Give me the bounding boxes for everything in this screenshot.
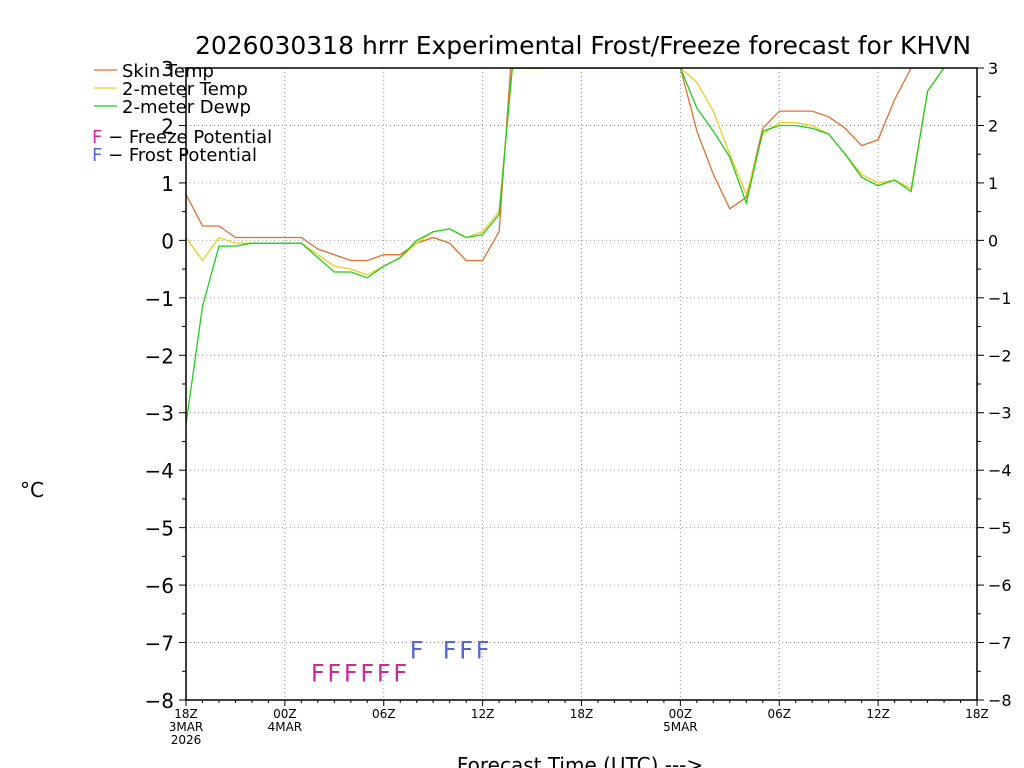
legend-label: 2-meter Temp	[122, 79, 248, 100]
frost-potential-marker: F	[443, 636, 457, 664]
x-tick-label: 12Z	[471, 707, 495, 721]
x-tick-label: 06Z	[768, 707, 792, 721]
series-line-2-meter-dewp	[186, 68, 945, 425]
y-tick-label: −3	[145, 402, 174, 426]
y-tick-label: 0	[161, 229, 174, 253]
grid-lines	[186, 68, 977, 700]
potential-legend-letter: F	[92, 145, 102, 166]
freeze-potential-marker: F	[393, 659, 407, 687]
y-tick-label: −7	[145, 632, 174, 656]
y-tick-label-right: −3	[988, 404, 1012, 423]
series-line-skin-temp	[186, 68, 944, 262]
y-tick-label-right: 1	[988, 174, 998, 193]
frost-potential-marker: F	[459, 636, 473, 664]
y-tick-label: −1	[145, 287, 174, 311]
y-tick-label-right: −5	[988, 519, 1012, 538]
potential-markers: F F F F F FF F F F	[311, 636, 490, 687]
chart-title: 2026030318 hrrr Experimental Frost/Freez…	[195, 31, 971, 60]
y-tick-label: 2	[161, 114, 174, 138]
potential-legend-label: F − Frost Potential	[92, 145, 257, 166]
y-tick-label: −2	[145, 344, 174, 368]
x-tick-label: 18Z	[174, 707, 198, 721]
y-tick-label: 1	[161, 172, 174, 196]
freeze-potential-marker: F	[377, 659, 391, 687]
y-tick-label: −4	[145, 459, 174, 483]
y-tick-label-right: −8	[988, 691, 1012, 710]
legend-label: Skin Temp	[122, 61, 214, 82]
y-tick-label-right: 0	[988, 231, 998, 250]
x-tick-label: 00Z	[669, 707, 693, 721]
y-tick-label-right: 3	[988, 59, 998, 78]
potential-legend-label: F − Freeze Potential	[92, 127, 272, 148]
freeze-potential-marker: F	[360, 659, 374, 687]
potential-legend-text: − Frost Potential	[102, 145, 257, 166]
y-tick-label: −8	[145, 689, 174, 713]
y-tick-label-right: −4	[988, 461, 1012, 480]
y-tick-label: −6	[145, 574, 174, 598]
x-tick-label: 18Z	[965, 707, 989, 721]
y-tick-label: −5	[145, 517, 174, 541]
x-tick-label: 00Z	[273, 707, 297, 721]
y-axis: −8 −8 −7 −7 −6 −6 −5 −5 −4 −4 −3 −3 −2 −2 −1 −1 0 0 1 1 2 2 3 3	[145, 57, 1012, 713]
freeze-potential-marker: F	[311, 659, 325, 687]
series-group	[186, 68, 945, 425]
x-tick-label: 06Z	[372, 707, 396, 721]
y-axis-label: °C	[20, 478, 44, 502]
x-axis-label: Forecast Time (UTC) --->	[457, 753, 703, 768]
y-tick-label-right: −1	[988, 289, 1012, 308]
legend-label: 2-meter Dewp	[122, 97, 251, 118]
x-tick-sublabel: 2026	[171, 733, 202, 747]
frost-potential-marker: F	[476, 636, 490, 664]
potential-legend-letter: F	[92, 127, 102, 148]
y-tick-label: 3	[161, 57, 174, 81]
x-tick-sublabel: 3MAR	[169, 720, 204, 734]
x-tick-sublabel: 4MAR	[268, 720, 303, 734]
y-tick-label-right: −7	[988, 634, 1012, 653]
potential-legend-text: − Freeze Potential	[102, 127, 272, 148]
freeze-potential-marker: F	[344, 659, 358, 687]
freeze-potential-marker: F	[327, 659, 341, 687]
x-tick-sublabel: 5MAR	[663, 720, 698, 734]
y-tick-label-right: −2	[988, 346, 1012, 365]
x-tick-label: 18Z	[570, 707, 594, 721]
frost-potential-marker: F	[410, 636, 424, 664]
y-tick-label-right: −6	[988, 576, 1012, 595]
x-tick-label: 12Z	[866, 707, 890, 721]
y-tick-label-right: 2	[988, 116, 998, 135]
